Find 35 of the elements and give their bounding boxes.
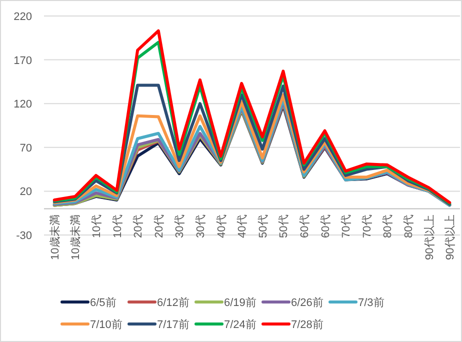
x-tick-label: 50代	[257, 214, 270, 238]
x-tick-label: 30代	[174, 214, 186, 238]
y-tick-label: 70	[20, 142, 32, 154]
x-tick-label: 50代	[278, 214, 290, 238]
x-tick-label: 10代	[112, 214, 124, 238]
y-tick-label: 220	[14, 11, 32, 23]
x-tick-label: 60代	[320, 214, 332, 238]
x-tick-label: 40代	[216, 214, 228, 238]
x-tick-label: 20代	[132, 214, 145, 238]
x-tick-label: 70代	[340, 214, 353, 238]
legend-label: 7/17前	[157, 319, 190, 331]
x-tick-label: 10代	[91, 214, 103, 238]
legend-label: 6/19前	[224, 297, 256, 309]
x-tick-label: 30代	[195, 214, 207, 238]
x-tick-label: 40代	[236, 214, 249, 238]
x-tick-label: 80代	[382, 214, 394, 238]
x-tick-label: 80代	[403, 214, 415, 238]
y-tick-label: 120	[14, 98, 32, 111]
x-tick-label: 60代	[299, 214, 311, 238]
y-tick-label: -30	[16, 230, 32, 242]
y-tick-label: 20	[20, 186, 32, 198]
x-tick-label: 10歳未満	[69, 214, 82, 260]
x-tick-label: 90代以上	[422, 214, 436, 260]
x-tick-label: 10歳未満	[48, 214, 62, 260]
legend-label: 7/24前	[224, 319, 256, 331]
x-tick-label: 90代以上	[444, 214, 457, 260]
legend-label: 7/3前	[358, 297, 384, 309]
legend-label: 6/5前	[90, 297, 116, 309]
legend-label: 6/12前	[157, 297, 190, 309]
x-tick-label: 20代	[153, 214, 166, 238]
x-tick-label: 70代	[361, 214, 374, 238]
legend-label: 6/26前	[291, 297, 324, 309]
y-tick-label: 170	[14, 54, 32, 67]
legend-label: 7/28前	[291, 319, 324, 331]
legend-label: 7/10前	[90, 319, 122, 331]
